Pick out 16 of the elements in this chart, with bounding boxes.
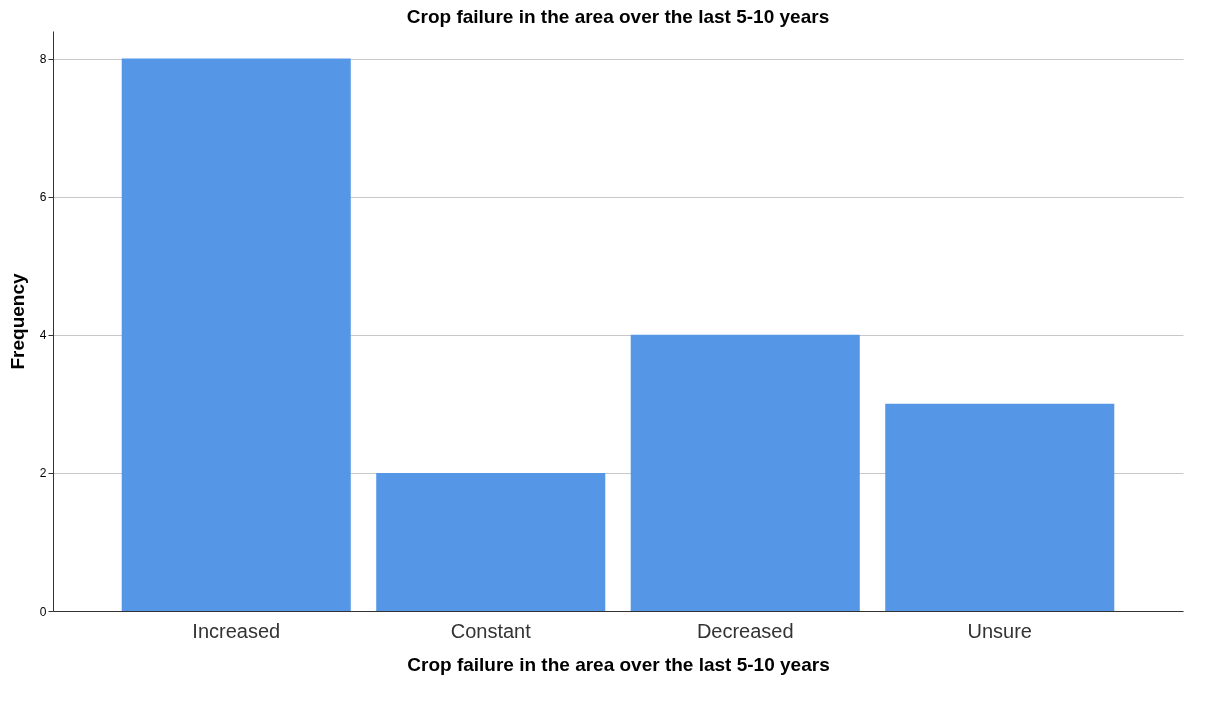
bar: [121, 58, 351, 611]
bar: [376, 472, 606, 611]
x-tick-label: Decreased: [696, 619, 794, 642]
y-axis-title: Frequency: [6, 273, 28, 370]
y-tick-label: 4: [39, 328, 47, 343]
y-tick-label: 2: [39, 466, 47, 481]
bar: [885, 403, 1115, 611]
y-tick-label: 0: [39, 604, 47, 619]
y-tick-label: 8: [39, 52, 47, 67]
x-axis-title: Crop failure in the area over the last 5-10 years: [407, 653, 830, 675]
x-tick-label: Constant: [450, 619, 532, 642]
x-tick-label: Increased: [192, 619, 281, 642]
y-tick-label: 6: [39, 190, 47, 205]
bar: [630, 334, 860, 611]
x-tick-label: Unsure: [967, 619, 1032, 642]
chart-title: Crop failure in the area over the last 5-10 years: [406, 6, 830, 27]
